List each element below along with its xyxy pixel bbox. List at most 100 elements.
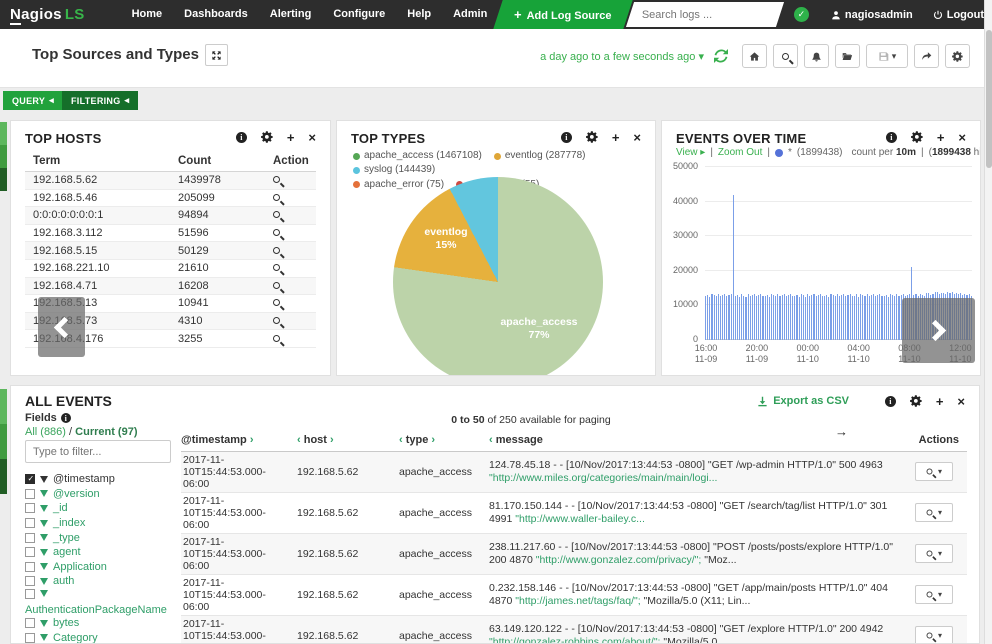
row-action-button[interactable]: ▾: [915, 585, 953, 604]
bar[interactable]: [886, 295, 887, 341]
export-csv-button[interactable]: Export as CSV: [757, 395, 849, 407]
nav-item-admin[interactable]: Admin: [442, 0, 498, 29]
bar[interactable]: [837, 294, 838, 340]
field-item-authenticationpackagename[interactable]: AuthenticationPackageName: [25, 589, 175, 616]
bar[interactable]: [777, 294, 778, 340]
bar[interactable]: [856, 294, 857, 340]
bar[interactable]: [873, 294, 874, 340]
bar[interactable]: [767, 295, 768, 341]
bar[interactable]: [833, 295, 834, 340]
magnifier-icon[interactable]: [273, 229, 280, 236]
bar[interactable]: [871, 295, 872, 340]
info-icon[interactable]: i: [236, 132, 247, 143]
bar[interactable]: [792, 296, 793, 340]
filter-funnel-icon[interactable]: [40, 534, 48, 541]
filter-funnel-icon[interactable]: [40, 476, 48, 483]
bar[interactable]: [782, 295, 783, 340]
filter-funnel-icon[interactable]: [40, 490, 48, 497]
bar[interactable]: [728, 295, 729, 340]
move-panel-icon[interactable]: +: [937, 132, 945, 143]
bar[interactable]: [752, 295, 753, 340]
bar[interactable]: [799, 297, 800, 340]
bar[interactable]: [726, 296, 727, 340]
field-item-timestamp[interactable]: @timestamp: [25, 472, 175, 487]
field-filter-input[interactable]: [25, 440, 171, 463]
share-button[interactable]: [914, 44, 939, 68]
bar[interactable]: [820, 294, 821, 340]
field-checkbox[interactable]: [25, 533, 35, 543]
bar[interactable]: [877, 295, 878, 340]
field-item-auth[interactable]: auth: [25, 574, 175, 589]
bar[interactable]: [845, 296, 846, 340]
magnifier-icon[interactable]: [273, 299, 280, 306]
bar[interactable]: [762, 296, 763, 340]
bar[interactable]: [771, 294, 772, 340]
bar[interactable]: [807, 294, 808, 340]
move-panel-icon[interactable]: +: [936, 396, 944, 407]
row-action-button[interactable]: ▾: [915, 626, 953, 644]
bar[interactable]: [869, 296, 870, 340]
message-link[interactable]: "http://www.waller-bailey.c...: [515, 513, 645, 525]
nav-item-dashboards[interactable]: Dashboards: [173, 0, 259, 29]
bar[interactable]: [841, 295, 842, 340]
collapsed-query-strip[interactable]: [0, 122, 7, 191]
field-checkbox[interactable]: [25, 503, 35, 513]
column-type[interactable]: ‹ type ›: [393, 434, 489, 446]
column-message[interactable]: ‹ message: [489, 434, 903, 447]
close-panel-icon[interactable]: ×: [957, 396, 965, 407]
close-panel-icon[interactable]: ×: [958, 132, 966, 143]
bar[interactable]: [875, 296, 876, 340]
message-link[interactable]: "http://james.net/tags/faq/";: [515, 595, 640, 607]
bar[interactable]: [839, 296, 840, 340]
close-panel-icon[interactable]: ×: [633, 132, 641, 143]
field-checkbox[interactable]: [25, 489, 35, 499]
field-checkbox[interactable]: [25, 633, 35, 643]
bar[interactable]: [733, 195, 734, 340]
zoom-out-link[interactable]: Zoom Out: [718, 147, 762, 158]
field-checkbox[interactable]: [25, 518, 35, 528]
bar[interactable]: [862, 295, 863, 340]
bar[interactable]: [835, 296, 836, 340]
bar[interactable]: [860, 294, 861, 340]
magnifier-icon[interactable]: [273, 211, 280, 218]
field-checkbox[interactable]: [25, 474, 35, 484]
info-icon[interactable]: i: [61, 413, 71, 423]
bar[interactable]: [765, 296, 766, 340]
bar[interactable]: [890, 294, 891, 340]
info-icon[interactable]: i: [886, 132, 897, 143]
nav-item-home[interactable]: Home: [121, 0, 174, 29]
series-dot-icon[interactable]: [775, 149, 783, 157]
bar[interactable]: [790, 294, 791, 340]
filter-funnel-icon[interactable]: [40, 620, 48, 627]
field-item-_index[interactable]: _index: [25, 516, 175, 531]
bar[interactable]: [784, 294, 785, 340]
move-panel-icon[interactable]: +: [287, 132, 295, 143]
bar[interactable]: [803, 295, 804, 340]
current-fields-link[interactable]: Current (97): [75, 426, 137, 438]
bar[interactable]: [745, 297, 746, 340]
user-menu[interactable]: nagiosadmin: [821, 9, 923, 21]
bar[interactable]: [822, 296, 823, 340]
bar[interactable]: [888, 297, 889, 340]
bar[interactable]: [735, 296, 736, 340]
field-item-bytes[interactable]: bytes: [25, 616, 175, 631]
magnifier-icon[interactable]: [273, 194, 280, 201]
field-item-_type[interactable]: _type: [25, 530, 175, 545]
bar[interactable]: [748, 294, 749, 340]
move-dashboard-button[interactable]: [205, 44, 228, 66]
filter-funnel-icon[interactable]: [40, 590, 48, 597]
bar[interactable]: [816, 296, 817, 340]
close-panel-icon[interactable]: ×: [308, 132, 316, 143]
bar[interactable]: [739, 297, 740, 340]
magnifier-icon[interactable]: [273, 282, 280, 289]
previous-dashboard-button[interactable]: [38, 297, 85, 357]
bar[interactable]: [896, 294, 897, 340]
nagios-logo[interactable]: NagiosLS: [0, 6, 99, 23]
bar[interactable]: [714, 295, 715, 340]
column-timestamp[interactable]: @timestamp ›: [181, 434, 291, 446]
bar[interactable]: [867, 294, 868, 340]
tab-filtering[interactable]: FILTERING◂: [62, 91, 138, 110]
scrollbar-thumb[interactable]: [986, 30, 992, 168]
home-button[interactable]: [742, 44, 767, 68]
search-input[interactable]: [642, 9, 772, 21]
